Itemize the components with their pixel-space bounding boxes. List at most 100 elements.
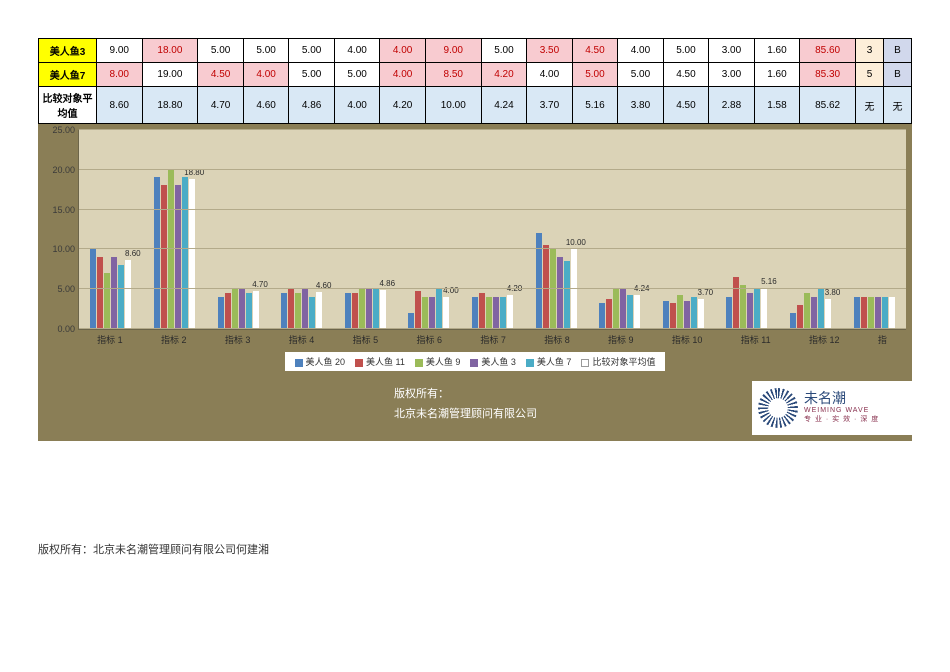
table-cell: 4.24 bbox=[481, 87, 527, 124]
bar-group: 4.20 bbox=[461, 293, 525, 329]
legend-swatch bbox=[581, 359, 589, 367]
bar bbox=[670, 303, 676, 329]
bar bbox=[422, 297, 428, 329]
page-footer: 版权所有：北京未名潮管理顾问有限公司何建湘 bbox=[38, 541, 912, 557]
bar bbox=[790, 313, 796, 329]
table-cell: 9.00 bbox=[97, 39, 143, 63]
y-tick-label: 25.00 bbox=[52, 125, 79, 135]
table-cell: 5.00 bbox=[663, 39, 709, 63]
table-cell: 18.80 bbox=[142, 87, 198, 124]
table-cell: 8.00 bbox=[97, 63, 143, 87]
table-cell: 18.00 bbox=[142, 39, 198, 63]
table-cell: 5.00 bbox=[334, 63, 380, 87]
table-cell: 9.00 bbox=[425, 39, 481, 63]
bar-group: 4.70 bbox=[206, 289, 270, 329]
legend-item: 美人鱼 11 bbox=[355, 355, 405, 368]
chart-container: 8.6018.804.704.604.864.004.2010.004.243.… bbox=[38, 124, 912, 441]
table-cell: 4.50 bbox=[663, 63, 709, 87]
bar bbox=[627, 295, 633, 329]
table-cell: 4.00 bbox=[380, 63, 426, 87]
y-tick-label: 10.00 bbox=[52, 244, 79, 254]
table-cell: B bbox=[883, 39, 911, 63]
data-table: 美人鱼39.0018.005.005.005.004.004.009.005.0… bbox=[38, 38, 912, 124]
table-cell: 85.62 bbox=[800, 87, 856, 124]
legend-swatch bbox=[295, 359, 303, 367]
x-tick-label: 指标 3 bbox=[206, 330, 270, 346]
table-cell: 4.86 bbox=[289, 87, 335, 124]
bar-group: 4.60 bbox=[270, 289, 334, 329]
bar bbox=[761, 288, 767, 329]
table-cell: 3.70 bbox=[527, 87, 573, 124]
table-cell: 5.00 bbox=[198, 39, 244, 63]
row-label: 美人鱼7 bbox=[39, 63, 97, 87]
bar bbox=[380, 290, 386, 329]
x-tick-label: 指标 11 bbox=[722, 330, 790, 346]
row-label: 比较对象平均值 bbox=[39, 87, 97, 124]
table-cell: 3.50 bbox=[527, 39, 573, 63]
bar bbox=[677, 295, 683, 329]
bar-group: 3.70 bbox=[651, 295, 715, 329]
table-cell: 85.60 bbox=[800, 39, 856, 63]
bar bbox=[811, 297, 817, 329]
bar bbox=[154, 177, 160, 329]
bar bbox=[316, 292, 322, 329]
legend-swatch bbox=[526, 359, 534, 367]
table-cell: 8.60 bbox=[97, 87, 143, 124]
bar bbox=[613, 289, 619, 329]
logo-icon bbox=[758, 388, 798, 428]
table-cell: 4.00 bbox=[334, 39, 380, 63]
bar bbox=[797, 305, 803, 329]
bar bbox=[232, 289, 238, 329]
table-cell: 1.60 bbox=[754, 63, 800, 87]
bar-group: 5.16 bbox=[715, 277, 779, 329]
table-cell: 3.00 bbox=[709, 39, 755, 63]
table-cell: 5.00 bbox=[572, 63, 618, 87]
bar bbox=[875, 297, 881, 329]
logo-title: 未名潮 bbox=[804, 391, 879, 406]
bar bbox=[882, 297, 888, 329]
bar bbox=[246, 293, 252, 329]
table-cell: 无 bbox=[883, 87, 911, 124]
bar bbox=[804, 293, 810, 329]
table-cell: 5.00 bbox=[481, 39, 527, 63]
table-cell: 4.00 bbox=[243, 63, 289, 87]
bar bbox=[189, 179, 195, 329]
bar bbox=[740, 285, 746, 329]
bar bbox=[429, 297, 435, 329]
table-cell: 19.00 bbox=[142, 63, 198, 87]
bar bbox=[415, 291, 421, 329]
logo-card: 未名潮 WEIMING WAVE 专 业 · 实 效 · 深 度 bbox=[752, 381, 912, 435]
bar bbox=[118, 265, 124, 329]
x-tick-label: 指标 1 bbox=[78, 330, 142, 346]
bar bbox=[352, 293, 358, 329]
bar bbox=[373, 289, 379, 329]
bar-value-label: 10.00 bbox=[566, 238, 586, 247]
bar bbox=[288, 289, 294, 329]
bar-group: 3.80 bbox=[779, 289, 843, 329]
bar bbox=[359, 289, 365, 329]
bar bbox=[500, 297, 506, 329]
table-cell: 1.58 bbox=[754, 87, 800, 124]
table-cell: 5.16 bbox=[572, 87, 618, 124]
bar bbox=[104, 273, 110, 329]
table-cell: 4.60 bbox=[243, 87, 289, 124]
y-tick-label: 5.00 bbox=[57, 284, 79, 294]
bar bbox=[472, 297, 478, 329]
x-tick-label: 指标 9 bbox=[589, 330, 653, 346]
bar bbox=[111, 257, 117, 329]
bar bbox=[309, 297, 315, 329]
bar bbox=[408, 313, 414, 329]
bar bbox=[698, 299, 704, 329]
table-cell: 4.50 bbox=[572, 39, 618, 63]
table-cell: 85.30 bbox=[800, 63, 856, 87]
legend-item: 美人鱼 20 bbox=[295, 355, 346, 368]
y-tick-label: 15.00 bbox=[52, 205, 79, 215]
table-cell: 4.50 bbox=[198, 63, 244, 87]
bar bbox=[889, 297, 895, 329]
bar bbox=[253, 291, 259, 329]
bar bbox=[97, 257, 103, 329]
table-cell: 4.00 bbox=[334, 87, 380, 124]
table-row: 美人鱼39.0018.005.005.005.004.004.009.005.0… bbox=[39, 39, 912, 63]
table-cell: 3.00 bbox=[709, 63, 755, 87]
bar bbox=[634, 295, 640, 329]
